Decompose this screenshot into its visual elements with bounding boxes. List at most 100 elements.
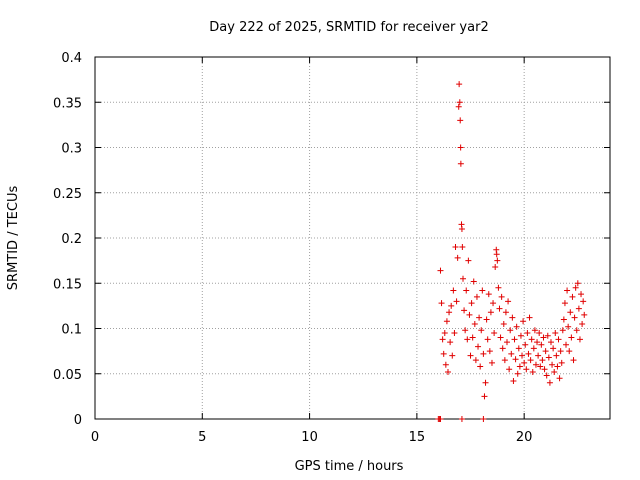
- data-point: [555, 336, 562, 343]
- data-point: [500, 320, 507, 327]
- data-point: [530, 345, 537, 352]
- data-point: [444, 368, 451, 375]
- data-point: [443, 318, 450, 325]
- data-point: [438, 300, 445, 307]
- data-point: [571, 314, 578, 321]
- data-point: [463, 287, 470, 294]
- data-point: [509, 314, 516, 321]
- data-point: [521, 359, 528, 366]
- data-point: [462, 327, 469, 334]
- data-point: [543, 372, 550, 379]
- x-tick-label: 5: [198, 430, 206, 445]
- data-point: [439, 336, 446, 343]
- data-point: [458, 416, 465, 422]
- data-point: [479, 287, 486, 294]
- data-point: [475, 343, 482, 350]
- data-point: [580, 298, 587, 305]
- data-point: [558, 359, 565, 366]
- data-point: [442, 361, 449, 368]
- data-point: [496, 305, 503, 312]
- data-point: [454, 254, 461, 261]
- data-point: [578, 291, 585, 298]
- data-point: [529, 368, 536, 375]
- data-point: [552, 330, 559, 337]
- data-point: [451, 330, 458, 337]
- data-point: [525, 350, 532, 357]
- data-point: [488, 359, 495, 366]
- data-point: [565, 323, 572, 330]
- data-point: [516, 363, 523, 370]
- data-point: [515, 345, 522, 352]
- x-axis-label: GPS time / hours: [295, 459, 404, 474]
- data-point: [466, 311, 473, 318]
- data-point: [441, 330, 448, 337]
- data-point: [455, 103, 462, 110]
- data-point: [497, 334, 504, 341]
- data-point: [532, 361, 539, 368]
- data-point: [549, 361, 556, 368]
- chart-title: Day 222 of 2025, SRMTID for receiver yar…: [209, 20, 488, 35]
- data-point: [575, 305, 582, 312]
- data-point: [553, 352, 560, 359]
- data-point: [494, 257, 501, 264]
- y-axis-label: SRMTID / TECUs: [6, 186, 21, 291]
- data-point: [485, 291, 492, 298]
- data-point: [491, 330, 498, 337]
- data-point: [461, 307, 468, 314]
- data-point: [540, 334, 547, 341]
- data-point: [561, 300, 568, 307]
- data-point: [510, 377, 517, 384]
- data-point: [551, 368, 558, 375]
- y-tick-label: 0.35: [53, 96, 82, 111]
- data-point: [437, 416, 444, 422]
- grid: [95, 57, 610, 419]
- data-point: [498, 293, 505, 300]
- data-point: [537, 363, 544, 370]
- data-point: [527, 357, 534, 364]
- y-tick-label: 0.1: [61, 323, 82, 338]
- data-point: [519, 352, 526, 359]
- data-point: [581, 311, 588, 318]
- data-point: [570, 357, 577, 364]
- data-point: [523, 366, 530, 373]
- data-point: [446, 309, 453, 316]
- data-point: [456, 99, 463, 106]
- data-point: [542, 348, 549, 355]
- data-point: [566, 348, 573, 355]
- data-point: [522, 341, 529, 348]
- data-point: [481, 393, 488, 400]
- data-point: [467, 352, 474, 359]
- data-point: [550, 345, 557, 352]
- data-point: [492, 263, 499, 270]
- data-point: [457, 144, 464, 151]
- data-point: [457, 160, 464, 167]
- data-point: [460, 275, 467, 282]
- data-point: [468, 300, 475, 307]
- y-tick-label: 0.3: [61, 142, 82, 157]
- data-point: [528, 336, 535, 343]
- data-point: [563, 341, 570, 348]
- data-point: [472, 357, 479, 364]
- data-point: [459, 244, 466, 251]
- data-point: [490, 300, 497, 307]
- data-point: [560, 316, 567, 323]
- data-point: [547, 339, 554, 346]
- data-point: [505, 298, 512, 305]
- data-point: [567, 309, 574, 316]
- data-point: [572, 284, 579, 291]
- data-point: [579, 320, 586, 327]
- data-point: [469, 334, 476, 341]
- data-point: [576, 336, 583, 343]
- data-point: [506, 366, 513, 373]
- data-point: [557, 348, 564, 355]
- data-point: [480, 416, 487, 422]
- data-point: [450, 287, 457, 294]
- data-point: [535, 352, 542, 359]
- y-tick-label: 0.15: [53, 277, 82, 292]
- data-point: [526, 314, 533, 321]
- data-point: [541, 366, 548, 373]
- data-point: [458, 225, 465, 232]
- x-tick-label: 0: [91, 430, 99, 445]
- data-point: [514, 370, 521, 377]
